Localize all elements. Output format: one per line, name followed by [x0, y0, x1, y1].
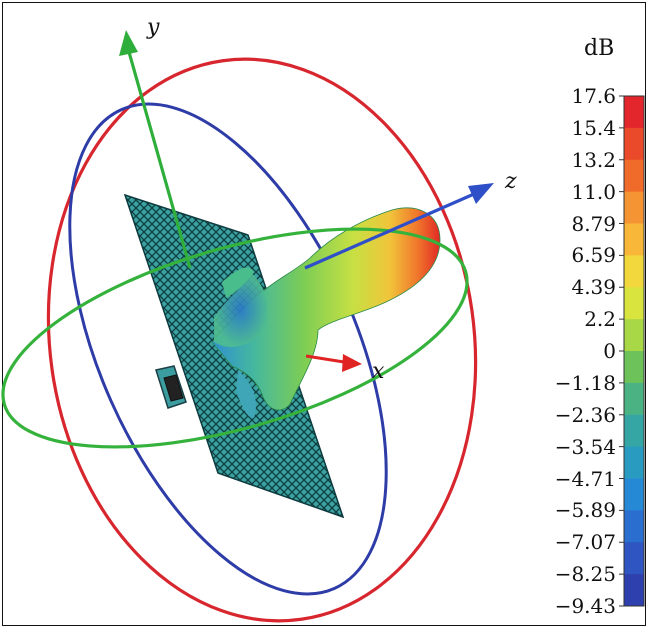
y-axis-label: y	[146, 15, 160, 40]
colorbar-tick-label: −2.36	[554, 402, 616, 427]
colorbar-tick-label: 15.4	[571, 115, 616, 140]
z-axis-arrow	[304, 183, 494, 270]
z-axis-label: z	[504, 169, 517, 194]
colorbar-segment	[624, 255, 644, 288]
colorbar-tick-label: −8.25	[554, 562, 616, 587]
colorbar-tick-label: −1.18	[554, 370, 616, 395]
x-axis-label: x	[372, 359, 385, 384]
colorbar-segment	[624, 446, 644, 479]
colorbar-segment	[624, 382, 644, 416]
colorbar-segment	[624, 223, 644, 256]
colorbar-tick-label: 13.2	[571, 147, 616, 172]
colorbar-segment	[624, 510, 644, 543]
x-axis-arrow	[305, 354, 362, 372]
green-ring	[1, 227, 469, 449]
colorbar-segment	[624, 191, 644, 224]
radiation-lobe	[211, 207, 441, 419]
colorbar-segment	[624, 542, 644, 575]
colorbar-tick-label: 11.0	[571, 179, 616, 204]
colorbar-tick-label: −3.54	[554, 434, 616, 459]
red-ring	[46, 57, 478, 623]
colorbar-tick-label: 2.2	[584, 307, 616, 332]
y-axis-arrow	[119, 30, 192, 269]
colorbar-tick-label: 8.79	[571, 211, 616, 236]
colorbar-tick-label: −5.89	[554, 498, 616, 523]
colorbar-unit-label: dB	[584, 36, 615, 61]
colorbar-segment	[624, 127, 644, 161]
colorbar-segment	[624, 319, 644, 352]
colorbar-segment	[624, 351, 644, 384]
colorbar-tick-label: 0	[603, 339, 616, 363]
colorbar-segment	[624, 574, 644, 607]
colorbar-segment	[624, 96, 644, 129]
colorbar-segment	[624, 159, 644, 193]
colorbar-segment	[624, 287, 644, 320]
colorbar-tick-label: 17.6	[571, 84, 616, 108]
colorbar-segment	[624, 478, 644, 511]
colorbar-tick-label: 4.39	[571, 275, 616, 300]
colorbar-segment	[624, 414, 644, 448]
colorbar-tick-label: −7.07	[554, 530, 616, 555]
colorbar	[619, 95, 645, 607]
feed-box	[155, 365, 187, 409]
colorbar-tick-label: −9.43	[554, 594, 616, 618]
colorbar-tick-label: 6.59	[571, 243, 616, 268]
colorbar-tick-label: −4.71	[554, 466, 616, 491]
